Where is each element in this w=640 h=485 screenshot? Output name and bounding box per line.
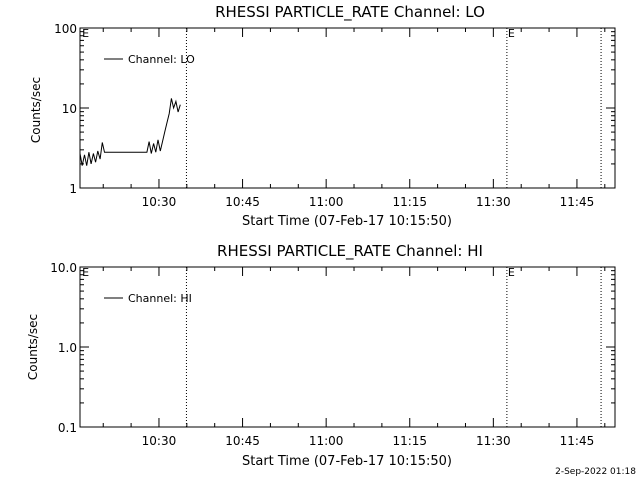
panel-hi-title: RHESSI PARTICLE_RATE Channel: HI [217, 242, 483, 261]
panel-hi-ytick-label: 0.1 [58, 421, 77, 435]
panel-lo-series-line [79, 98, 181, 166]
footer-timestamp: 2-Sep-2022 01:18 [555, 467, 636, 477]
panel-lo-ytick-label: 10 [62, 102, 77, 116]
panel-hi-xlabel: Start Time (07-Feb-17 10:15:50) [242, 454, 452, 469]
panel-lo: RHESSI PARTICLE_RATE Channel: LO Start T… [29, 3, 485, 229]
panel-lo-ytick-label: 1 [69, 182, 77, 196]
panel-lo-legend-label: Channel: LO [128, 53, 195, 66]
panel-hi-ytick-label: 10.0 [50, 261, 77, 275]
panel-hi-event-marker-label: E [508, 266, 515, 279]
panel-lo-xtick-label: 10:30 [142, 195, 177, 209]
panel-hi-xtick-label: 10:30 [142, 434, 177, 448]
panel-hi-ylabel: Counts/sec [26, 314, 40, 380]
panel-hi-event-marker-label: E [82, 266, 89, 279]
panel-lo-xlabel: Start Time (07-Feb-17 10:15:50) [242, 214, 452, 229]
panel-lo-xtick-label: 10:45 [225, 195, 260, 209]
panel-hi-ytick-label: 1.0 [58, 341, 77, 355]
panel-lo-ylabel: Counts/sec [29, 77, 43, 143]
panel-lo-event-marker-label: E [82, 27, 89, 40]
panel-lo-ytick-label: 100 [54, 22, 77, 36]
panel-lo-title: RHESSI PARTICLE_RATE Channel: LO [215, 3, 485, 22]
panel-hi-legend-label: Channel: HI [128, 292, 192, 305]
panel-hi: RHESSI PARTICLE_RATE Channel: HI Start T… [26, 242, 483, 469]
panel-lo-xtick-label: 11:15 [392, 195, 427, 209]
panel-hi-xtick-label: 11:15 [392, 434, 427, 448]
panel-lo-xtick-label: 11:45 [560, 195, 595, 209]
panel-lo-xtick-label: 11:30 [476, 195, 511, 209]
chart-marks: 10:30 10:45 11:00 11:15 11:30 11:45 1 10 100 E E 10… [50, 22, 616, 448]
panel-hi-xtick-label: 11:00 [309, 434, 344, 448]
panel-hi-xtick-label: 11:30 [476, 434, 511, 448]
panel-hi-xtick-label: 10:45 [225, 434, 260, 448]
panel-lo-xtick-label: 11:00 [309, 195, 344, 209]
panel-lo-event-marker-label: E [508, 27, 515, 40]
panel-hi-xtick-label: 11:45 [560, 434, 595, 448]
